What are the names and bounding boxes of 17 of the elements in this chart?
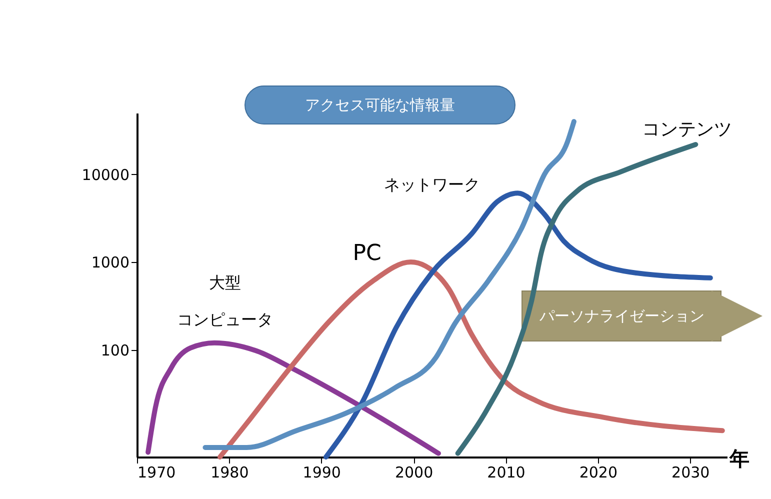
x-axis-title: 年 xyxy=(728,446,750,470)
annotation: パーソナライゼーション xyxy=(538,307,704,325)
y-tick-label: 1000 xyxy=(91,254,130,272)
x-tick-label: 2010 xyxy=(487,464,526,482)
x-tick-label: 2020 xyxy=(579,464,618,482)
series-label: 大型コンピュータ xyxy=(177,273,273,329)
x-tick-label: 1980 xyxy=(210,464,249,482)
x-tick-label: 1990 xyxy=(302,464,341,482)
series-label: PC xyxy=(352,241,382,266)
x-tick-label: 2030 xyxy=(672,464,710,482)
y-tick-label: 10000 xyxy=(82,166,130,184)
x-tick-label: 2000 xyxy=(394,464,434,482)
x-tick-label: 1970 xyxy=(138,464,176,482)
text: アクセス可能な情報量 xyxy=(305,96,455,114)
series-label: ネットワーク xyxy=(384,175,480,194)
y-tick-label: 100 xyxy=(100,341,130,360)
series-label: コンテンツ xyxy=(642,119,732,140)
